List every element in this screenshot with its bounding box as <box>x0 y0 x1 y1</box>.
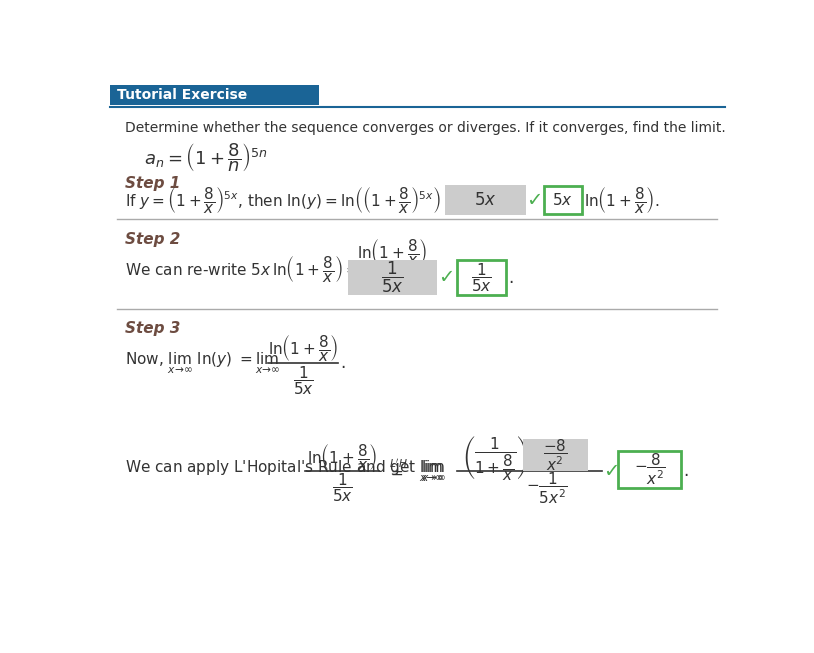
Text: .: . <box>509 269 514 287</box>
Text: $\ln\!\left(1 + \dfrac{8}{x}\right)$: $\ln\!\left(1 + \dfrac{8}{x}\right)$ <box>268 333 339 363</box>
Text: ✓: ✓ <box>603 462 620 481</box>
Text: $\ln\!\left(1 + \dfrac{8}{x}\right).$: $\ln\!\left(1 + \dfrac{8}{x}\right).$ <box>584 185 659 215</box>
Text: $\dfrac{-8}{x^2}$: $\dfrac{-8}{x^2}$ <box>543 438 567 473</box>
Text: $\overset{L'H}{=}$: $\overset{L'H}{=}$ <box>388 462 409 480</box>
Text: $5x$: $5x$ <box>474 191 497 209</box>
Text: Step 3: Step 3 <box>125 321 181 336</box>
Text: If $y = \left(1 + \dfrac{8}{x}\right)^{5x}$, then $\ln(y) = \ln\!\left(\left(1 +: If $y = \left(1 + \dfrac{8}{x}\right)^{5… <box>125 185 457 215</box>
FancyBboxPatch shape <box>544 186 582 214</box>
Text: Step 2: Step 2 <box>125 232 181 247</box>
FancyBboxPatch shape <box>457 260 506 296</box>
Text: $\left(\dfrac{1}{1+\dfrac{8}{x}}\right)$: $\left(\dfrac{1}{1+\dfrac{8}{x}}\right)$ <box>463 434 527 482</box>
Text: $\lim_{x \to \infty}$: $\lim_{x \to \infty}$ <box>421 458 446 484</box>
Text: ✓: ✓ <box>526 191 542 210</box>
Text: $-\dfrac{8}{x^2}$: $-\dfrac{8}{x^2}$ <box>634 452 666 487</box>
Text: Now, $\lim_{x \to \infty}$ $\ln(y)$ $= \lim_{x \to \infty}$: Now, $\lim_{x \to \infty}$ $\ln(y)$ $= \… <box>125 351 280 376</box>
Text: We can re-write $5x\,\ln\!\left(1 + \dfrac{8}{x}\right) = $: We can re-write $5x\,\ln\!\left(1 + \dfr… <box>125 254 358 284</box>
FancyBboxPatch shape <box>523 439 588 471</box>
Text: Determine whether the sequence converges or diverges. If it converges, find the : Determine whether the sequence converges… <box>125 121 726 135</box>
FancyBboxPatch shape <box>445 185 526 215</box>
Text: $5x$: $5x$ <box>553 192 573 208</box>
Text: ✓: ✓ <box>439 268 455 287</box>
Text: $\dfrac{1}{5x}$: $\dfrac{1}{5x}$ <box>471 261 492 295</box>
Text: We can apply L'Hopital's Rule and get $\lim_{x \to \infty}$: We can apply L'Hopital's Rule and get $\… <box>125 458 444 484</box>
Text: $a_n = \left(1 + \dfrac{8}{n}\right)^{5n}$: $a_n = \left(1 + \dfrac{8}{n}\right)^{5n… <box>144 142 269 174</box>
FancyBboxPatch shape <box>110 86 319 105</box>
Text: $\dfrac{1}{5x}$: $\dfrac{1}{5x}$ <box>381 260 404 295</box>
Text: .: . <box>340 355 346 372</box>
Text: Tutorial Exercise: Tutorial Exercise <box>117 88 247 103</box>
Text: $\dfrac{1}{5x}$: $\dfrac{1}{5x}$ <box>293 364 313 396</box>
FancyBboxPatch shape <box>618 451 681 488</box>
Text: $\ln\!\left(1 + \dfrac{8}{x}\right)$: $\ln\!\left(1 + \dfrac{8}{x}\right)$ <box>357 236 427 266</box>
Text: Step 1: Step 1 <box>125 176 181 191</box>
FancyBboxPatch shape <box>348 260 436 296</box>
Text: $-\dfrac{1}{5x^2}$: $-\dfrac{1}{5x^2}$ <box>527 470 568 505</box>
Text: $\ln\!\left(1 + \dfrac{8}{x}\right)$: $\ln\!\left(1 + \dfrac{8}{x}\right)$ <box>307 442 377 472</box>
Text: .: . <box>683 462 689 480</box>
Text: $\dfrac{1}{5x}$: $\dfrac{1}{5x}$ <box>331 471 352 503</box>
